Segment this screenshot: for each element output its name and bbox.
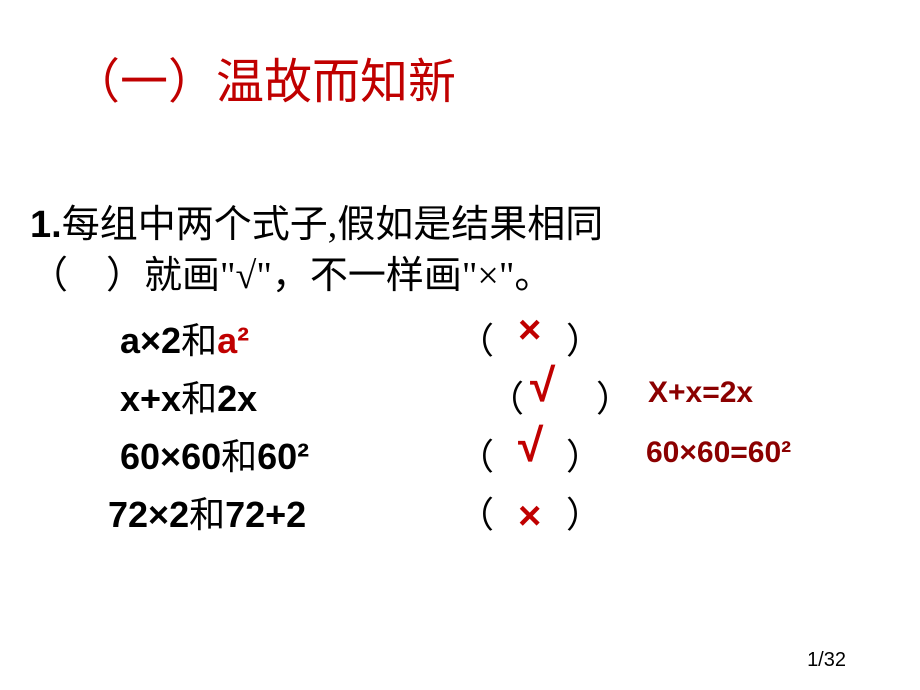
- note-1: X+x=2x: [648, 376, 753, 410]
- expr-lhs-3: 60×60: [120, 436, 221, 477]
- expr-rhs-4: 72+2: [225, 494, 306, 535]
- question-number: 1.: [30, 204, 62, 246]
- question-line-1: 每组中两个式子,假如是结果相同: [62, 204, 604, 246]
- expression-row-2: x+x和2x: [120, 370, 257, 422]
- expr-rhs-red-1: a²: [217, 320, 249, 361]
- expression-row-4: 72×2和72+2: [108, 486, 306, 538]
- expr-and-3: 和: [221, 437, 257, 477]
- expr-lhs-1: a×2: [120, 320, 181, 361]
- paren-2: （ ）: [488, 370, 632, 422]
- expr-rhs-3: 60²: [257, 436, 309, 477]
- expression-row-1: a×2和a²: [120, 312, 249, 364]
- mark-2: √: [530, 358, 555, 412]
- question-line-2: （ ）就画"√"，不一样画"×"。: [30, 255, 552, 297]
- expression-row-3: 60×60和60²: [120, 428, 309, 480]
- page-number: 1/32: [807, 649, 846, 672]
- expr-and-2: 和: [181, 379, 217, 419]
- mark-4: ×: [518, 494, 541, 539]
- question-text: 1.每组中两个式子,假如是结果相同 （ ）就画"√"，不一样画"×"。: [30, 200, 890, 303]
- mark-1: ×: [518, 308, 541, 353]
- expr-and-1: 和: [181, 321, 217, 361]
- expr-and-4: 和: [189, 495, 225, 535]
- expr-lhs-4: 72×2: [108, 494, 189, 535]
- note-2: 60×60=60²: [646, 436, 791, 470]
- section-title: （一）温故而知新: [72, 42, 456, 112]
- expr-rhs-2: 2x: [217, 378, 257, 419]
- mark-3: √: [518, 418, 543, 472]
- expr-lhs-2: x+x: [120, 378, 181, 419]
